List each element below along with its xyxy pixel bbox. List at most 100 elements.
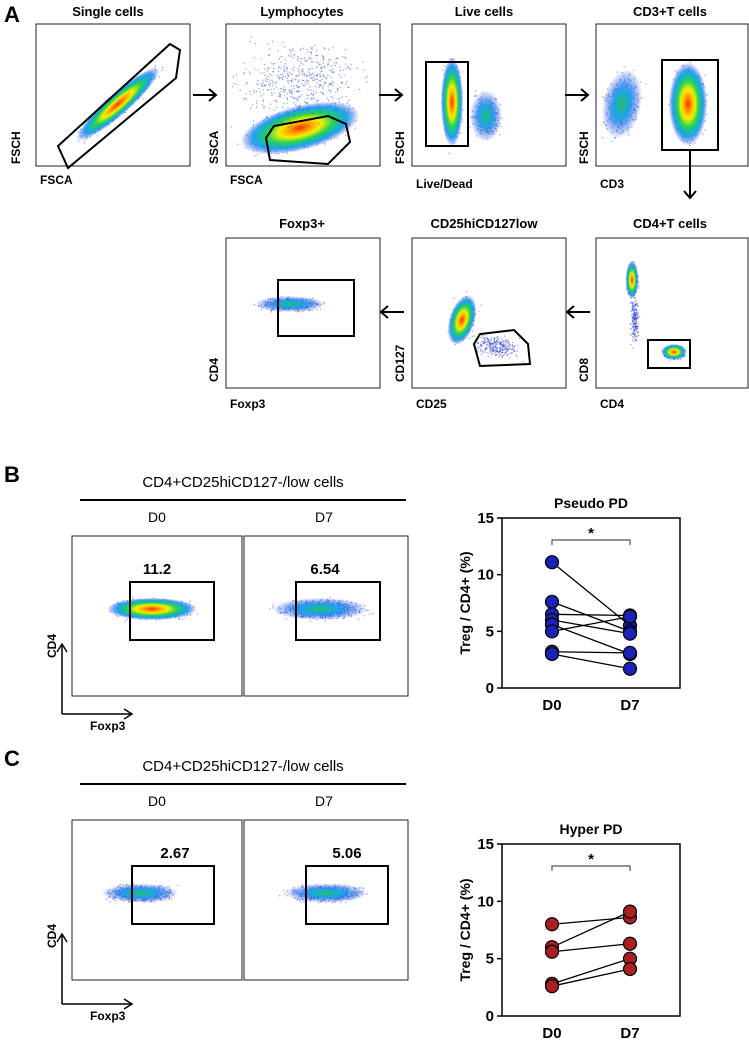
y-tick-label: 10 bbox=[477, 893, 494, 910]
significance-bracket bbox=[551, 539, 631, 545]
chart-pseudo-pd: Pseudo PD 0 5 10 15 D0 D7 Treg / CD4+ (%) * bbox=[457, 495, 681, 714]
gate-polygon bbox=[472, 328, 532, 368]
x-axis-label: Live/Dead bbox=[416, 177, 473, 191]
pair-line bbox=[551, 615, 631, 632]
pair-line bbox=[551, 613, 631, 617]
data-point bbox=[622, 961, 638, 977]
panel-c-flow: CD4+CD25hiCD127-/low cells D0 D7 2.67 5.… bbox=[45, 758, 409, 1023]
x-axis-label: CD25 bbox=[416, 397, 447, 411]
flow-plot-cd25hi-cd127low: CD25hiCD127low CD25 CD127 bbox=[393, 216, 567, 411]
gate-polygon bbox=[56, 42, 182, 170]
density-points bbox=[601, 61, 709, 150]
flow-plot-lymphocytes: Lymphocytes FSCA SSCA bbox=[207, 4, 381, 187]
flow-plot-foxp3: Foxp3+ Foxp3 CD4 bbox=[207, 216, 381, 411]
data-point bbox=[544, 646, 560, 662]
percent-d0: 2.67 bbox=[160, 845, 189, 862]
y-axis-label: CD4 bbox=[45, 924, 59, 948]
data-point bbox=[622, 904, 638, 919]
gate-d0 bbox=[129, 581, 215, 641]
x-axis-label: FSCA bbox=[40, 173, 73, 187]
flow-plot-cd4-t-cells: CD4+T cells CD4 CD8 bbox=[577, 216, 749, 411]
x-axis-label: Foxp3 bbox=[90, 1009, 126, 1023]
flow-plot-cd3-t-cells: CD3+T cells CD3 FSCH bbox=[577, 4, 749, 191]
day0-label: D0 bbox=[148, 793, 166, 809]
flow-plot-single-cells: Single cells FSCA FSCH bbox=[9, 4, 191, 187]
data-point bbox=[622, 936, 638, 951]
data-point bbox=[622, 609, 638, 624]
axis-arrows bbox=[56, 642, 134, 720]
day7-label: D7 bbox=[315, 509, 333, 525]
y-axis-label: FSCH bbox=[577, 131, 591, 164]
x-axis-label: CD3 bbox=[600, 177, 624, 191]
group-title: CD4+CD25hiCD127-/low cells bbox=[142, 474, 343, 491]
percent-d7: 5.06 bbox=[332, 845, 361, 862]
x-tick-label: D0 bbox=[542, 1025, 561, 1042]
pair-line bbox=[551, 653, 631, 670]
x-tick-label: D0 bbox=[542, 697, 561, 714]
y-axis-label: CD4 bbox=[207, 358, 221, 382]
x-tick-label: D7 bbox=[620, 1025, 639, 1042]
pair-line bbox=[551, 619, 631, 635]
density-points bbox=[447, 291, 525, 363]
data-point bbox=[622, 645, 638, 660]
gate-rectangle bbox=[425, 61, 469, 147]
pair-line bbox=[551, 916, 631, 925]
panel-b-letter: B bbox=[4, 462, 20, 487]
data-point bbox=[544, 917, 560, 932]
panel-b-flow: CD4+CD25hiCD127-/low cells D0 D7 11.2 6.… bbox=[45, 474, 409, 733]
gate-rectangle bbox=[277, 279, 355, 337]
x-tick-label: D7 bbox=[620, 697, 639, 714]
y-tick-label: 15 bbox=[477, 510, 494, 527]
plot-title: Live cells bbox=[455, 4, 514, 19]
gate-polygon bbox=[264, 114, 352, 166]
data-point bbox=[544, 624, 560, 639]
density-points bbox=[625, 260, 687, 361]
density-points-d0 bbox=[101, 883, 179, 904]
y-tick-label: 5 bbox=[486, 623, 494, 640]
data-point bbox=[622, 626, 638, 641]
pair-line bbox=[551, 651, 631, 654]
data-point bbox=[622, 661, 638, 676]
y-axis-label: CD8 bbox=[577, 358, 591, 382]
chart-hyper-pd: Hyper PD 0 5 10 15 D0 D7 Treg / CD4+ (%) * bbox=[457, 821, 681, 1042]
y-axis-label: Treg / CD4+ (%) bbox=[457, 878, 473, 981]
plot-title: CD4+T cells bbox=[633, 216, 707, 231]
plot-frame bbox=[501, 843, 681, 1017]
density-points bbox=[440, 57, 503, 154]
panel-c-letter: C bbox=[4, 746, 20, 771]
significance-bracket bbox=[551, 865, 631, 871]
density-points bbox=[76, 65, 164, 144]
data-point bbox=[544, 594, 560, 609]
day0-label: D0 bbox=[148, 509, 166, 525]
plot-title: Single cells bbox=[72, 4, 144, 19]
pair-line bbox=[551, 968, 631, 987]
day7-label: D7 bbox=[315, 793, 333, 809]
data-point bbox=[544, 555, 560, 570]
gate-d7 bbox=[305, 865, 389, 925]
x-axis-label: FSCA bbox=[230, 173, 263, 187]
x-axis-label: CD4 bbox=[600, 397, 624, 411]
y-axis-label: FSCH bbox=[393, 131, 407, 164]
y-axis-label: SSCA bbox=[207, 130, 221, 164]
y-axis-label: FSCH bbox=[9, 131, 23, 164]
pair-line bbox=[551, 911, 631, 948]
chart-title: Hyper PD bbox=[559, 821, 622, 837]
y-axis-label: CD4 bbox=[45, 634, 59, 658]
y-tick-label: 0 bbox=[486, 680, 494, 697]
x-axis-label: Foxp3 bbox=[230, 397, 266, 411]
gating-arrows bbox=[193, 88, 697, 319]
significance-star: * bbox=[588, 525, 594, 542]
data-point bbox=[544, 979, 560, 994]
significance-star: * bbox=[588, 851, 594, 868]
plot-title: CD25hiCD127low bbox=[431, 216, 539, 231]
gate-rectangle bbox=[647, 339, 691, 369]
y-axis-label: CD127 bbox=[393, 344, 407, 382]
data-point bbox=[544, 944, 560, 959]
plot-title: Foxp3+ bbox=[279, 216, 325, 231]
percent-d0: 11.2 bbox=[143, 561, 171, 578]
y-axis-label: Treg / CD4+ (%) bbox=[457, 551, 473, 654]
chart-title: Pseudo PD bbox=[554, 495, 628, 511]
gate-d0 bbox=[131, 865, 215, 925]
